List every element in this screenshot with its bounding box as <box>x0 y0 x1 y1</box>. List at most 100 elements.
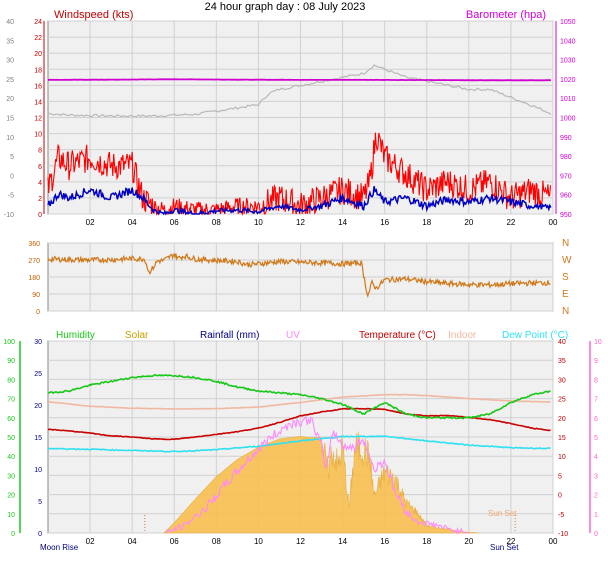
rain-y-tick-label: 5 <box>38 499 42 506</box>
climate-x-tick-label: 06 <box>170 537 179 546</box>
moon-rise-label: Moon Rise <box>40 543 79 552</box>
compass-tick-label: S <box>562 272 569 283</box>
climate-x-tick-label: 20 <box>464 537 473 546</box>
baro-y-tick-label: 1050 <box>560 19 576 26</box>
wind-x-tick-label: 12 <box>296 218 305 227</box>
sun-set-label: Sun Set <box>488 509 517 518</box>
baro-y-tick-label: 980 <box>560 154 572 161</box>
temp-y-tick-label: 10 <box>558 454 566 461</box>
wind-outer-axis: 40 35 30 25 20 15 10 5 0 -5 -10 <box>4 19 14 219</box>
gray-trace <box>48 64 552 118</box>
climate-x-tick-label: 22 <box>506 537 515 546</box>
temp-y-tick-label: 20 <box>558 416 566 423</box>
compass-tick-label: E <box>562 289 569 300</box>
outer-y-tick-label: 25 <box>6 77 14 84</box>
temp-y-tick-label: 0 <box>558 493 562 500</box>
uv-y-tick-label: 0 <box>594 531 598 538</box>
compass-tick-label: N <box>562 306 569 317</box>
wind-x-tick-label: 20 <box>464 218 473 227</box>
climate-x-tick-label: 12 <box>296 537 305 546</box>
wind-y-tick-label: 22 <box>34 35 42 42</box>
uv-y-tick-label: 8 <box>594 377 598 384</box>
climate-x-tick-label: 14 <box>338 537 347 546</box>
outer-y-tick-label: 0 <box>10 173 14 180</box>
barometer-line <box>47 78 551 82</box>
wind-y-tick-label: 14 <box>34 99 42 106</box>
wind-y-tick-label: 18 <box>34 67 42 74</box>
humidity-line <box>47 374 551 420</box>
outer-y-tick-label: -10 <box>4 212 14 219</box>
wind-y-tick-label: 0 <box>38 212 42 219</box>
direction-y-axis: 360 270 180 90 0 <box>28 241 40 316</box>
direction-y-tick-label: 270 <box>28 258 40 265</box>
temp-y-tick-label: 40 <box>558 339 566 346</box>
baro-y-tick-label: 990 <box>560 135 572 142</box>
wind-x-axis: 02 04 06 08 10 12 14 16 18 20 22 00 <box>86 218 558 227</box>
temp-y-tick-label: -5 <box>558 512 564 519</box>
climate-x-tick-label: 00 <box>549 537 558 546</box>
wind-x-tick-label: 06 <box>170 218 179 227</box>
compass-tick-label: W <box>562 255 572 266</box>
humidity-y-tick-label: 100 <box>3 339 15 346</box>
outer-y-tick-label: 15 <box>6 116 14 123</box>
rain-y-tick-label: 30 <box>34 339 42 346</box>
humidity-y-tick-label: 40 <box>7 454 15 461</box>
legend-entry: Indoor <box>448 330 477 341</box>
direction-y-tick-label: 180 <box>28 275 40 282</box>
temp-y-tick-label: 30 <box>558 377 566 384</box>
wind-y-tick-label: 16 <box>34 83 42 90</box>
uv-line <box>165 415 469 535</box>
humidity-y-tick-label: 10 <box>7 512 15 519</box>
uv-y-tick-label: 10 <box>594 339 602 346</box>
rain-y-tick-label: 25 <box>34 371 42 378</box>
temp-y-tick-label: -10 <box>558 531 568 538</box>
blue-trace <box>47 186 552 216</box>
climate-x-tick-label: 08 <box>212 537 221 546</box>
outer-y-tick-label: 10 <box>6 135 14 142</box>
humidity-y-tick-label: 50 <box>7 435 15 442</box>
direction-y-tick-label: 90 <box>32 292 40 299</box>
wind-series <box>47 64 552 216</box>
climate-x-axis: 02 04 06 08 10 12 14 16 18 20 22 00 <box>86 537 558 546</box>
direction-series <box>47 252 551 299</box>
humidity-y-tick-label: 90 <box>7 358 15 365</box>
page-title: 24 hour graph day : 08 July 2023 <box>205 1 366 13</box>
baro-y-tick-label: 1040 <box>560 38 576 45</box>
climate-x-tick-label: 16 <box>380 537 389 546</box>
rain-y-tick-label: 10 <box>34 467 42 474</box>
baro-title: Barometer (hpa) <box>466 9 546 21</box>
wind-x-tick-label: 02 <box>86 218 95 227</box>
temp-y-tick-label: 25 <box>558 397 566 404</box>
outer-y-tick-label: 30 <box>6 58 14 65</box>
wind-x-tick-label: 04 <box>128 218 137 227</box>
legend-entry: Solar <box>125 330 149 341</box>
outer-y-tick-label: 40 <box>6 19 14 26</box>
temp-y-tick-label: 5 <box>558 473 562 480</box>
climate-series <box>47 374 551 535</box>
uv-y-tick-label: 7 <box>594 397 598 404</box>
legend-entry: Dew Point (°C) <box>502 330 568 341</box>
temp-y-tick-label: 15 <box>558 435 566 442</box>
outer-y-tick-label: 5 <box>10 154 14 161</box>
wind-x-tick-label: 18 <box>422 218 431 227</box>
uv-y-tick-label: 1 <box>594 512 598 519</box>
temperature-y-axis: 40 35 30 25 20 15 10 5 0 -5 -10 <box>558 339 568 538</box>
humidity-y-tick-label: 60 <box>7 416 15 423</box>
wind-x-tick-label: 16 <box>380 218 389 227</box>
baro-y-tick-label: 1030 <box>560 58 576 65</box>
direction-line <box>47 252 551 299</box>
climate-legend: Humidity Solar Rainfall (mm) UV Temperature … <box>56 330 568 341</box>
outer-y-tick-label: 20 <box>6 96 14 103</box>
wind-y-tick-label: 20 <box>34 51 42 58</box>
wind-x-tick-label: 10 <box>254 218 263 227</box>
baro-y-tick-label: 1020 <box>560 77 576 84</box>
baro-y-tick-label: 950 <box>560 212 572 219</box>
wind-x-tick-label: 08 <box>212 218 221 227</box>
sun-set-axis-label: Sun Set <box>490 543 519 552</box>
direction-y-tick-label: 0 <box>36 309 40 316</box>
wind-x-tick-label: 14 <box>338 218 347 227</box>
